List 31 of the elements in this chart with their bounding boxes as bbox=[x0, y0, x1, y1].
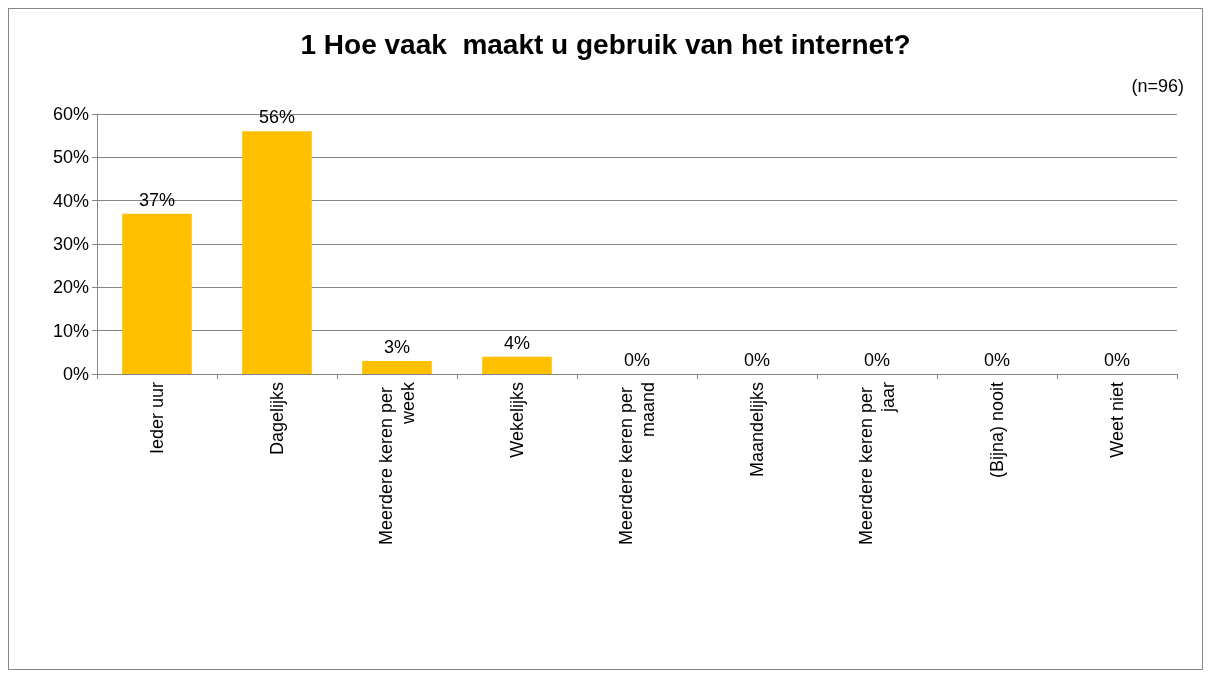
y-tick-label: 20% bbox=[52, 277, 89, 298]
bar bbox=[242, 131, 312, 374]
x-tick-label: Meerdere keren per maand bbox=[616, 382, 658, 546]
x-tick-label: Meerdere keren per jaar bbox=[856, 382, 898, 546]
x-tick-label: Dagelijks bbox=[267, 382, 287, 456]
data-label: 0% bbox=[983, 350, 1011, 370]
data-label: 0% bbox=[1103, 350, 1131, 370]
data-label: 3% bbox=[383, 337, 411, 357]
bar bbox=[482, 356, 552, 374]
x-tick-label: Wekelijks bbox=[507, 382, 527, 458]
data-label: 37% bbox=[138, 189, 176, 210]
data-label: 4% bbox=[503, 332, 531, 353]
y-tick-label: 40% bbox=[52, 190, 89, 211]
chart-title: 1 Hoe vaak maakt u gebruik van het internet? bbox=[300, 28, 911, 60]
x-tick-label: Meerdere keren per week bbox=[376, 381, 418, 546]
x-tick-label: (Bijna) nooit bbox=[987, 382, 1007, 479]
data-label: 0% bbox=[623, 350, 651, 370]
x-tick-label: Weet niet bbox=[1107, 382, 1127, 458]
y-tick-label: 30% bbox=[52, 234, 89, 254]
text: (n=96) bbox=[1131, 76, 1185, 96]
y-tick-label: 0% bbox=[62, 364, 89, 384]
data-label: 0% bbox=[863, 350, 891, 370]
data-label: 56% bbox=[258, 107, 296, 128]
bar bbox=[122, 213, 192, 374]
bar bbox=[362, 361, 432, 374]
x-tick-label: Maandelijks bbox=[747, 382, 767, 478]
y-tick-label: 60% bbox=[52, 104, 89, 124]
y-tick-label: 10% bbox=[52, 320, 89, 341]
data-label: 0% bbox=[743, 350, 771, 370]
x-tick-label: Ieder uur bbox=[147, 382, 167, 455]
y-tick-label: 50% bbox=[52, 147, 89, 168]
